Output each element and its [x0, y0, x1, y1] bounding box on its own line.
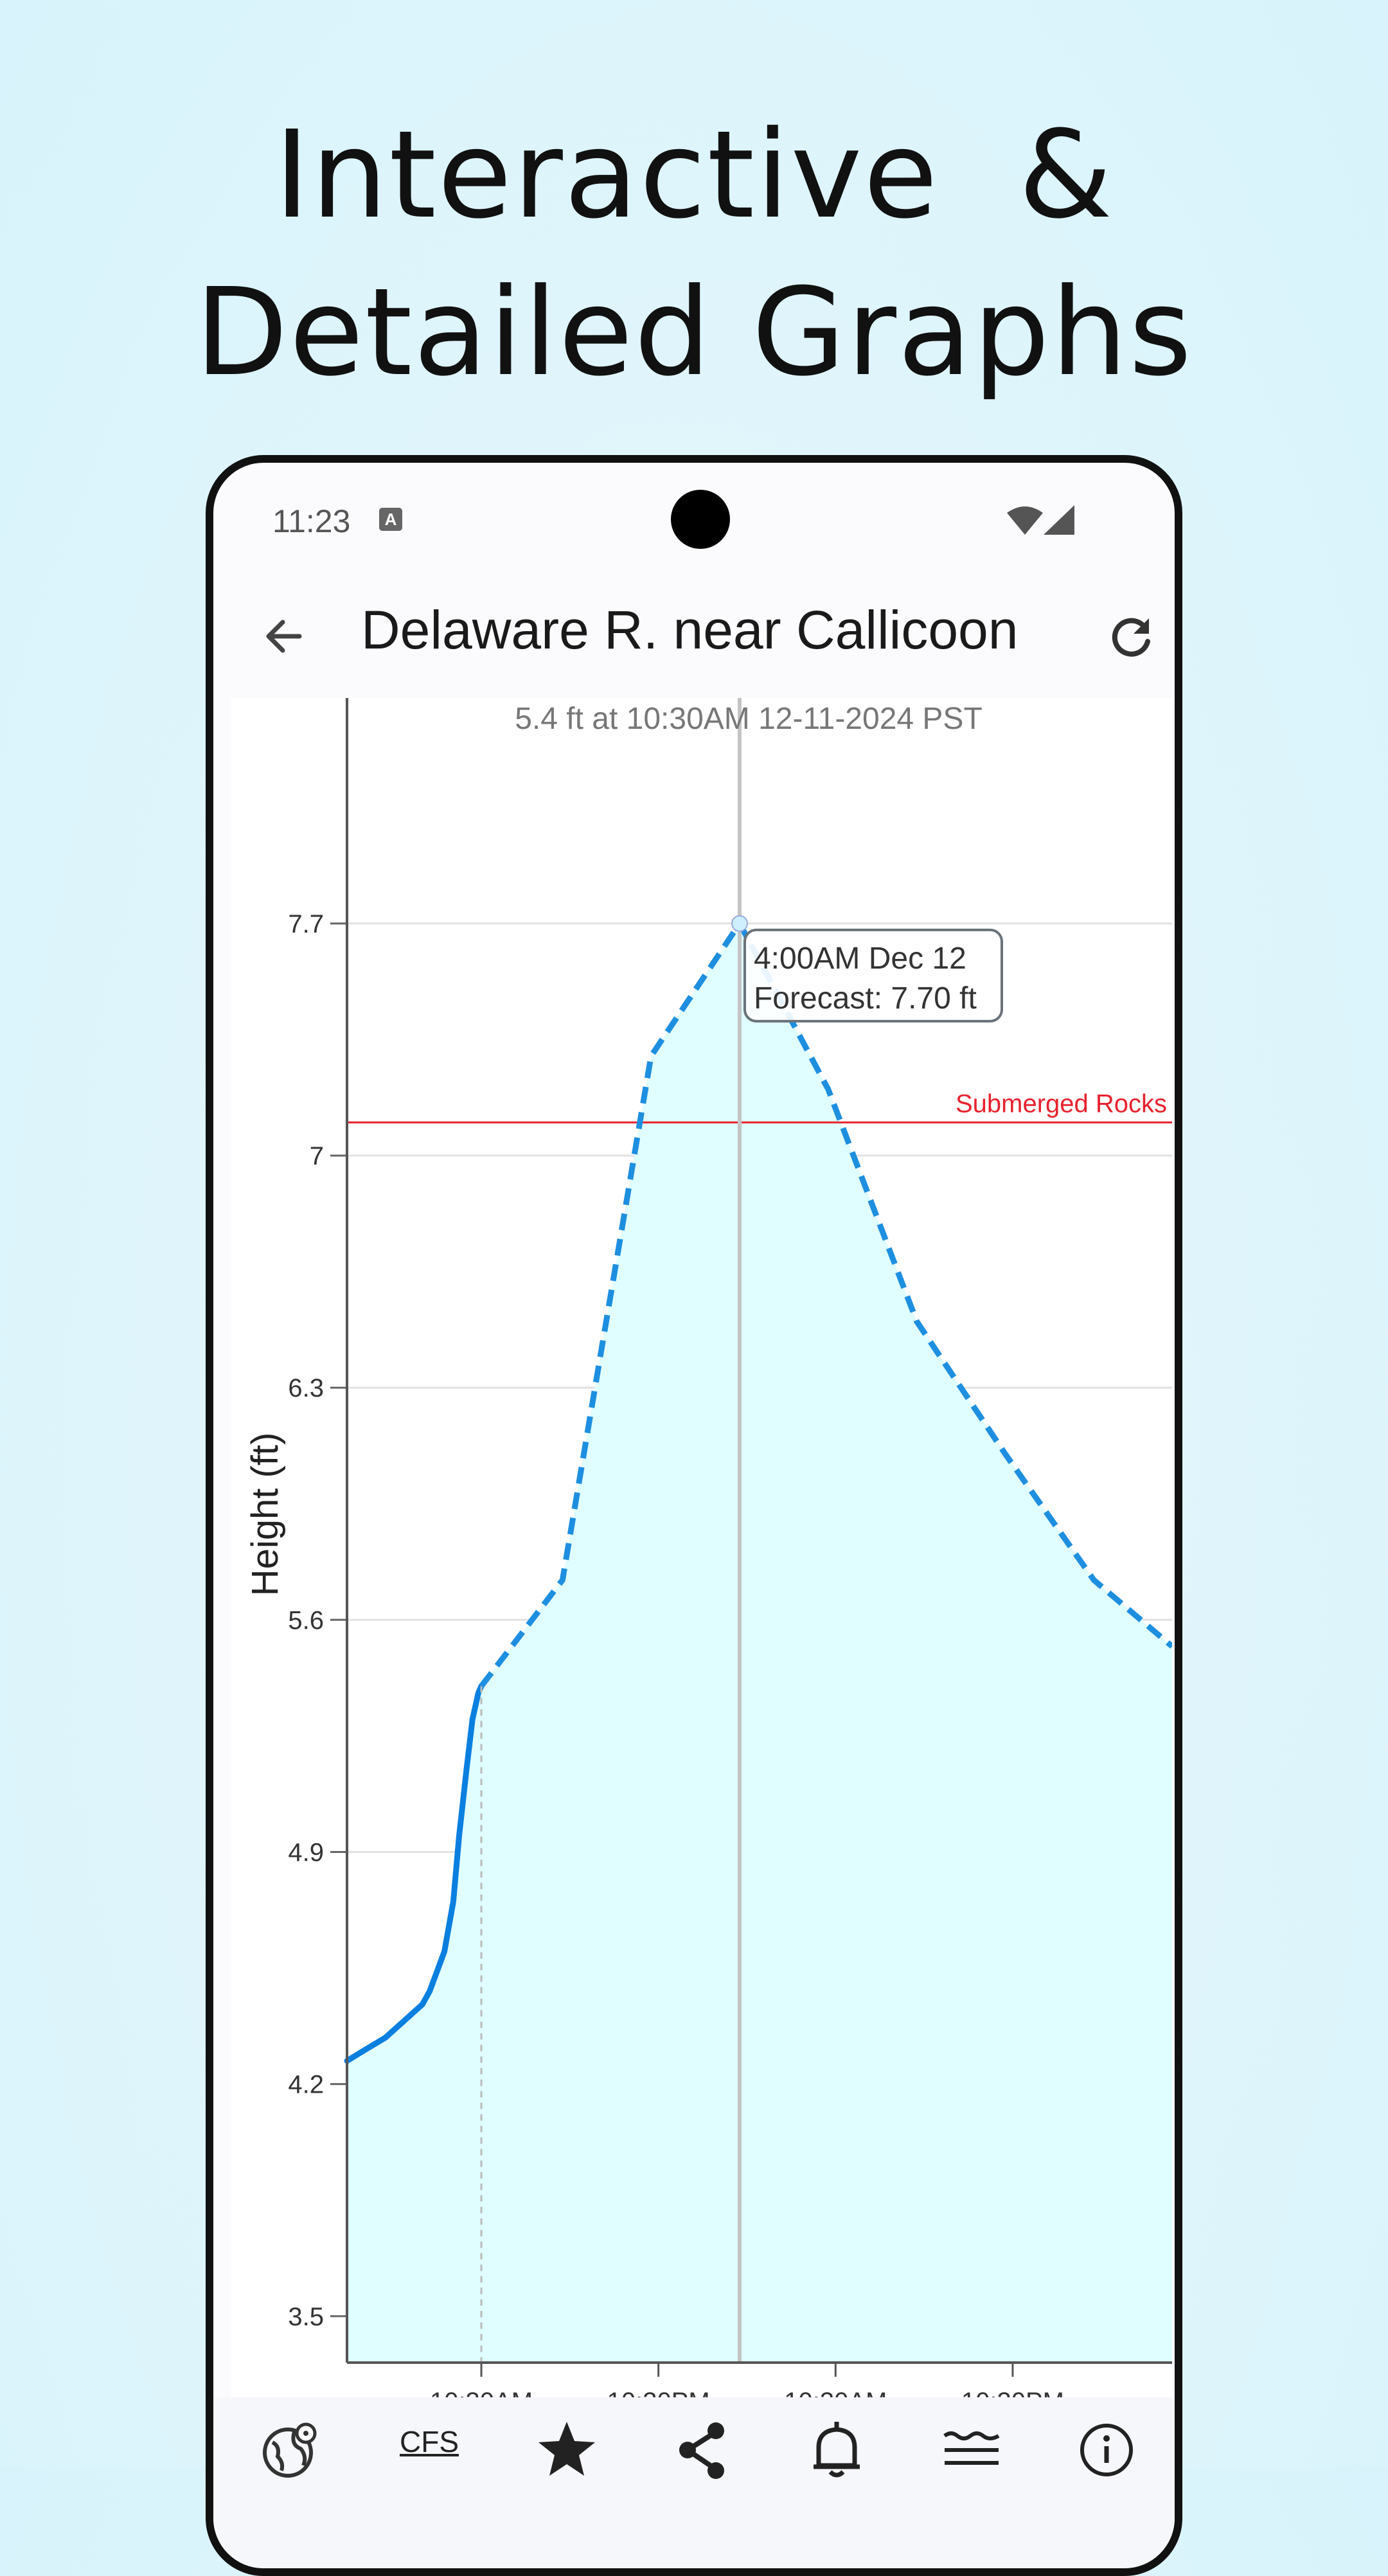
- tooltip-value: Forecast: 7.70 ft: [754, 981, 977, 1015]
- camera-cutout: [671, 490, 730, 549]
- phone-frame: 11:23 A Delaware R. near Callicoon Subme…: [206, 455, 1182, 2576]
- station-title: Delaware R. near Callicoon: [361, 600, 1019, 660]
- y-tick-label: 4.9: [288, 1838, 324, 1866]
- status-time: 11:23: [272, 503, 351, 539]
- wifi-icon: [1007, 506, 1043, 535]
- tooltip-box: [743, 928, 1003, 1023]
- cfs-toggle[interactable]: CFS: [400, 2425, 459, 2458]
- app-bar: Delaware R. near Callicoon: [213, 585, 1175, 681]
- star-icon[interactable]: [535, 2417, 599, 2481]
- share-icon[interactable]: [670, 2417, 734, 2481]
- area-fill: [347, 923, 1172, 2363]
- bell-icon[interactable]: [805, 2417, 869, 2481]
- status-bar: 11:23 A: [213, 463, 1175, 591]
- chart-header: 5.4 ft at 10:30AM 12-11-2024 PST: [515, 702, 983, 736]
- threshold-label: Submerged Rocks: [956, 1089, 1167, 1118]
- signal-icon: [1044, 505, 1074, 535]
- headline: Interactive & Detailed Graphs: [0, 96, 1388, 411]
- headline-line-1: Interactive &: [274, 105, 1114, 246]
- globe-pin-icon[interactable]: [258, 2417, 323, 2481]
- headline-line-2: Detailed Graphs: [195, 262, 1193, 403]
- a-icon: A: [379, 508, 402, 531]
- y-tick-label: 3.5: [288, 2303, 324, 2331]
- y-tick-label: 7.7: [288, 910, 324, 938]
- y-axis-label: Height (ft): [244, 1433, 286, 1597]
- refresh-icon[interactable]: [1107, 611, 1158, 662]
- back-arrow-icon[interactable]: [258, 611, 310, 662]
- observed-series-line: [344, 1683, 485, 2064]
- y-tick-label: 4.2: [288, 2071, 324, 2099]
- river-height-chart[interactable]: Submerged Rocks 4:00AM Dec 12 Forecast: 7…: [231, 698, 1172, 2408]
- water-level-icon[interactable]: [939, 2417, 1004, 2481]
- forecast-series-line: [479, 920, 1172, 1688]
- tooltip-time: 4:00AM Dec 12: [754, 942, 966, 976]
- bottom-nav: CFS: [213, 2397, 1175, 2568]
- y-tick-label: 6.3: [288, 1374, 324, 1402]
- info-icon[interactable]: [1074, 2417, 1139, 2481]
- y-tick-label: 5.6: [288, 1606, 324, 1634]
- cursor-point: [731, 915, 748, 932]
- y-tick-label: 7: [310, 1142, 324, 1170]
